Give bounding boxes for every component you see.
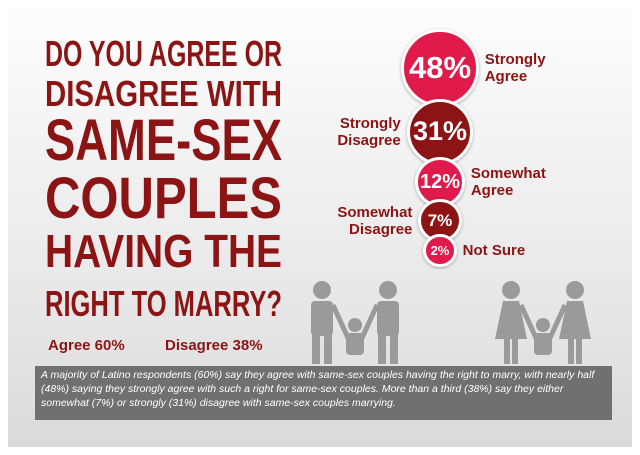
category-label: Not Sure [462, 242, 526, 260]
category-label: Somewhat Agree [470, 165, 546, 200]
agree-summary: Agree 60% [48, 337, 125, 354]
bubble: 31% [406, 98, 474, 166]
title-line: DO YOU AGREE OR [45, 33, 282, 74]
caption: A majority of Latino respondents (60%) s… [35, 366, 612, 420]
disagree-summary: Disagree 38% [165, 337, 263, 354]
category-label: Strongly Agree [484, 51, 546, 85]
title-line: SAME-SEX [45, 108, 282, 173]
category-label: Strongly Disagree [337, 114, 401, 149]
title-line: DISAGREE WITH [45, 73, 282, 114]
title-line: COUPLES [45, 166, 282, 231]
title-line: RIGHT TO MARRY? [45, 283, 282, 324]
title-line: HAVING THE [45, 225, 282, 277]
bubble: 48% [401, 29, 479, 107]
bubble: 2% [423, 234, 457, 268]
category-label: Somewhat Disagree [337, 203, 413, 238]
